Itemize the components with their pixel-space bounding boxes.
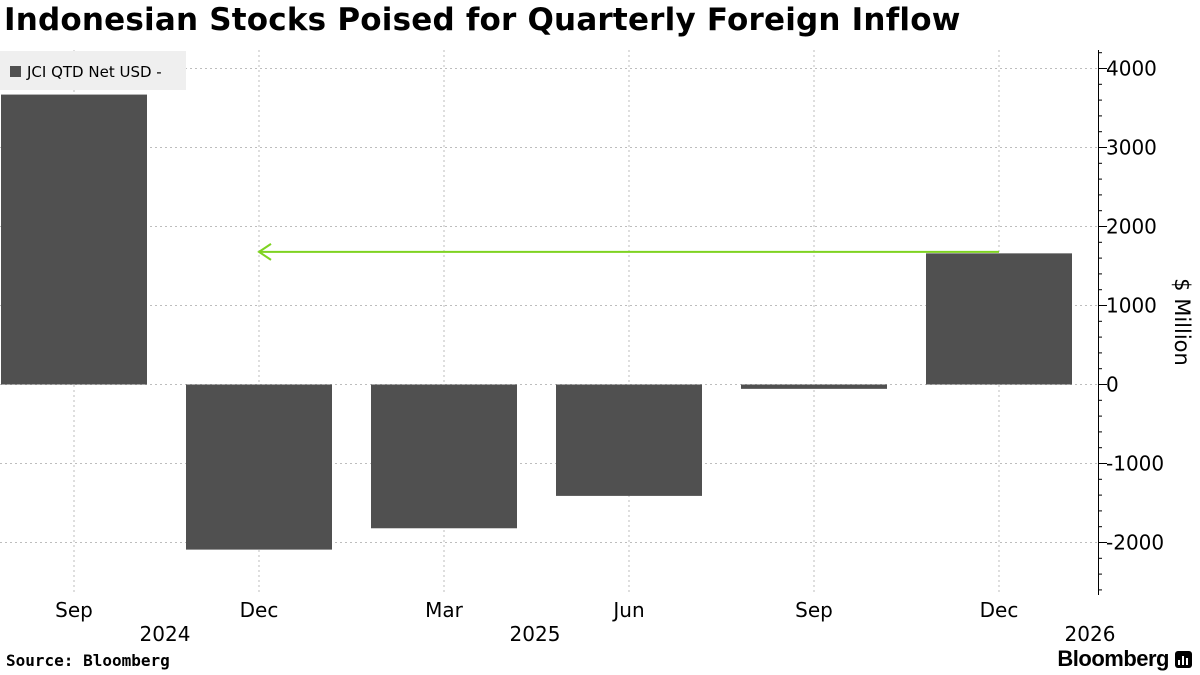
chart-title: Indonesian Stocks Poised for Quarterly F… xyxy=(4,2,961,38)
bar xyxy=(1,94,147,385)
y-tick-label: 4000 xyxy=(1106,57,1157,81)
annotation-arrow xyxy=(257,243,999,261)
legend-swatch xyxy=(10,66,21,77)
brand-logo: Bloomberg xyxy=(1057,646,1192,672)
x-axis-labels: Sep 2024 Dec Mar 2025 Jun Sep Dec 2026 xyxy=(55,598,1115,646)
x-tick-label: Dec xyxy=(980,598,1019,622)
x-tick-label: Dec xyxy=(240,598,279,622)
bar xyxy=(371,384,517,529)
y-tick-label: 1000 xyxy=(1106,294,1157,318)
x-year-label: 2024 xyxy=(140,622,191,646)
bar xyxy=(741,384,887,389)
y-tick-label: 0 xyxy=(1106,373,1119,397)
x-tick-label: Mar xyxy=(425,598,464,622)
arrow-head xyxy=(257,243,272,261)
bars xyxy=(1,94,1072,550)
legend: JCI QTD Net USD - xyxy=(0,51,186,90)
brand-name: Bloomberg xyxy=(1057,646,1169,671)
legend-label: JCI QTD Net USD - xyxy=(26,63,162,81)
bar xyxy=(186,384,332,550)
x-tick-label: Jun xyxy=(611,598,644,622)
y-axis-title: $ Million xyxy=(1170,278,1194,366)
x-year-label: 2025 xyxy=(510,622,561,646)
y-tick-label: 3000 xyxy=(1106,136,1157,160)
bar xyxy=(926,253,1072,385)
x-year-label: 2026 xyxy=(1065,622,1116,646)
x-tick-label: Sep xyxy=(795,598,833,622)
legend-box xyxy=(0,51,186,90)
y-axis: 4000 3000 2000 1000 0 -1000 -2000 $ Million xyxy=(1098,50,1194,595)
source-note: Source: Bloomberg xyxy=(6,651,170,670)
x-tick-label: Sep xyxy=(55,598,93,622)
y-tick-label: -1000 xyxy=(1106,452,1164,476)
y-tick-label: 2000 xyxy=(1106,215,1157,239)
bar-chart-icon xyxy=(1175,650,1192,668)
y-tick-label: -2000 xyxy=(1106,531,1164,555)
bar xyxy=(556,384,702,496)
